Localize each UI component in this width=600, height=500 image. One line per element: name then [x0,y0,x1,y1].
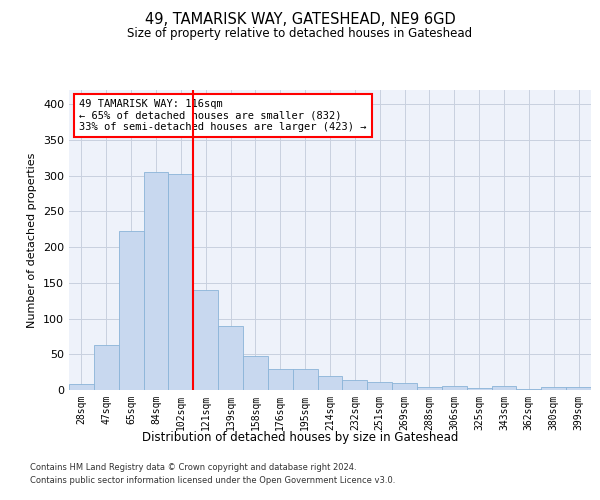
Bar [392,383,417,390]
Bar [367,382,392,390]
Bar [491,386,517,390]
Text: 49, TAMARISK WAY, GATESHEAD, NE9 6GD: 49, TAMARISK WAY, GATESHEAD, NE9 6GD [145,12,455,28]
Text: Distribution of detached houses by size in Gateshead: Distribution of detached houses by size … [142,431,458,444]
Bar [317,376,343,390]
Bar [417,387,442,390]
Bar [69,384,94,390]
Text: Contains public sector information licensed under the Open Government Licence v3: Contains public sector information licen… [30,476,395,485]
Bar [293,368,317,390]
Bar [94,345,119,390]
Bar [467,388,491,390]
Y-axis label: Number of detached properties: Number of detached properties [28,152,37,328]
Text: Size of property relative to detached houses in Gateshead: Size of property relative to detached ho… [127,28,473,40]
Bar [268,368,293,390]
Bar [442,386,467,390]
Text: Contains HM Land Registry data © Crown copyright and database right 2024.: Contains HM Land Registry data © Crown c… [30,464,356,472]
Bar [119,232,143,390]
Bar [243,356,268,390]
Bar [218,326,243,390]
Bar [169,174,193,390]
Bar [193,290,218,390]
Text: 49 TAMARISK WAY: 116sqm
← 65% of detached houses are smaller (832)
33% of semi-d: 49 TAMARISK WAY: 116sqm ← 65% of detache… [79,99,367,132]
Bar [143,172,169,390]
Bar [566,387,591,390]
Bar [541,387,566,390]
Bar [343,380,367,390]
